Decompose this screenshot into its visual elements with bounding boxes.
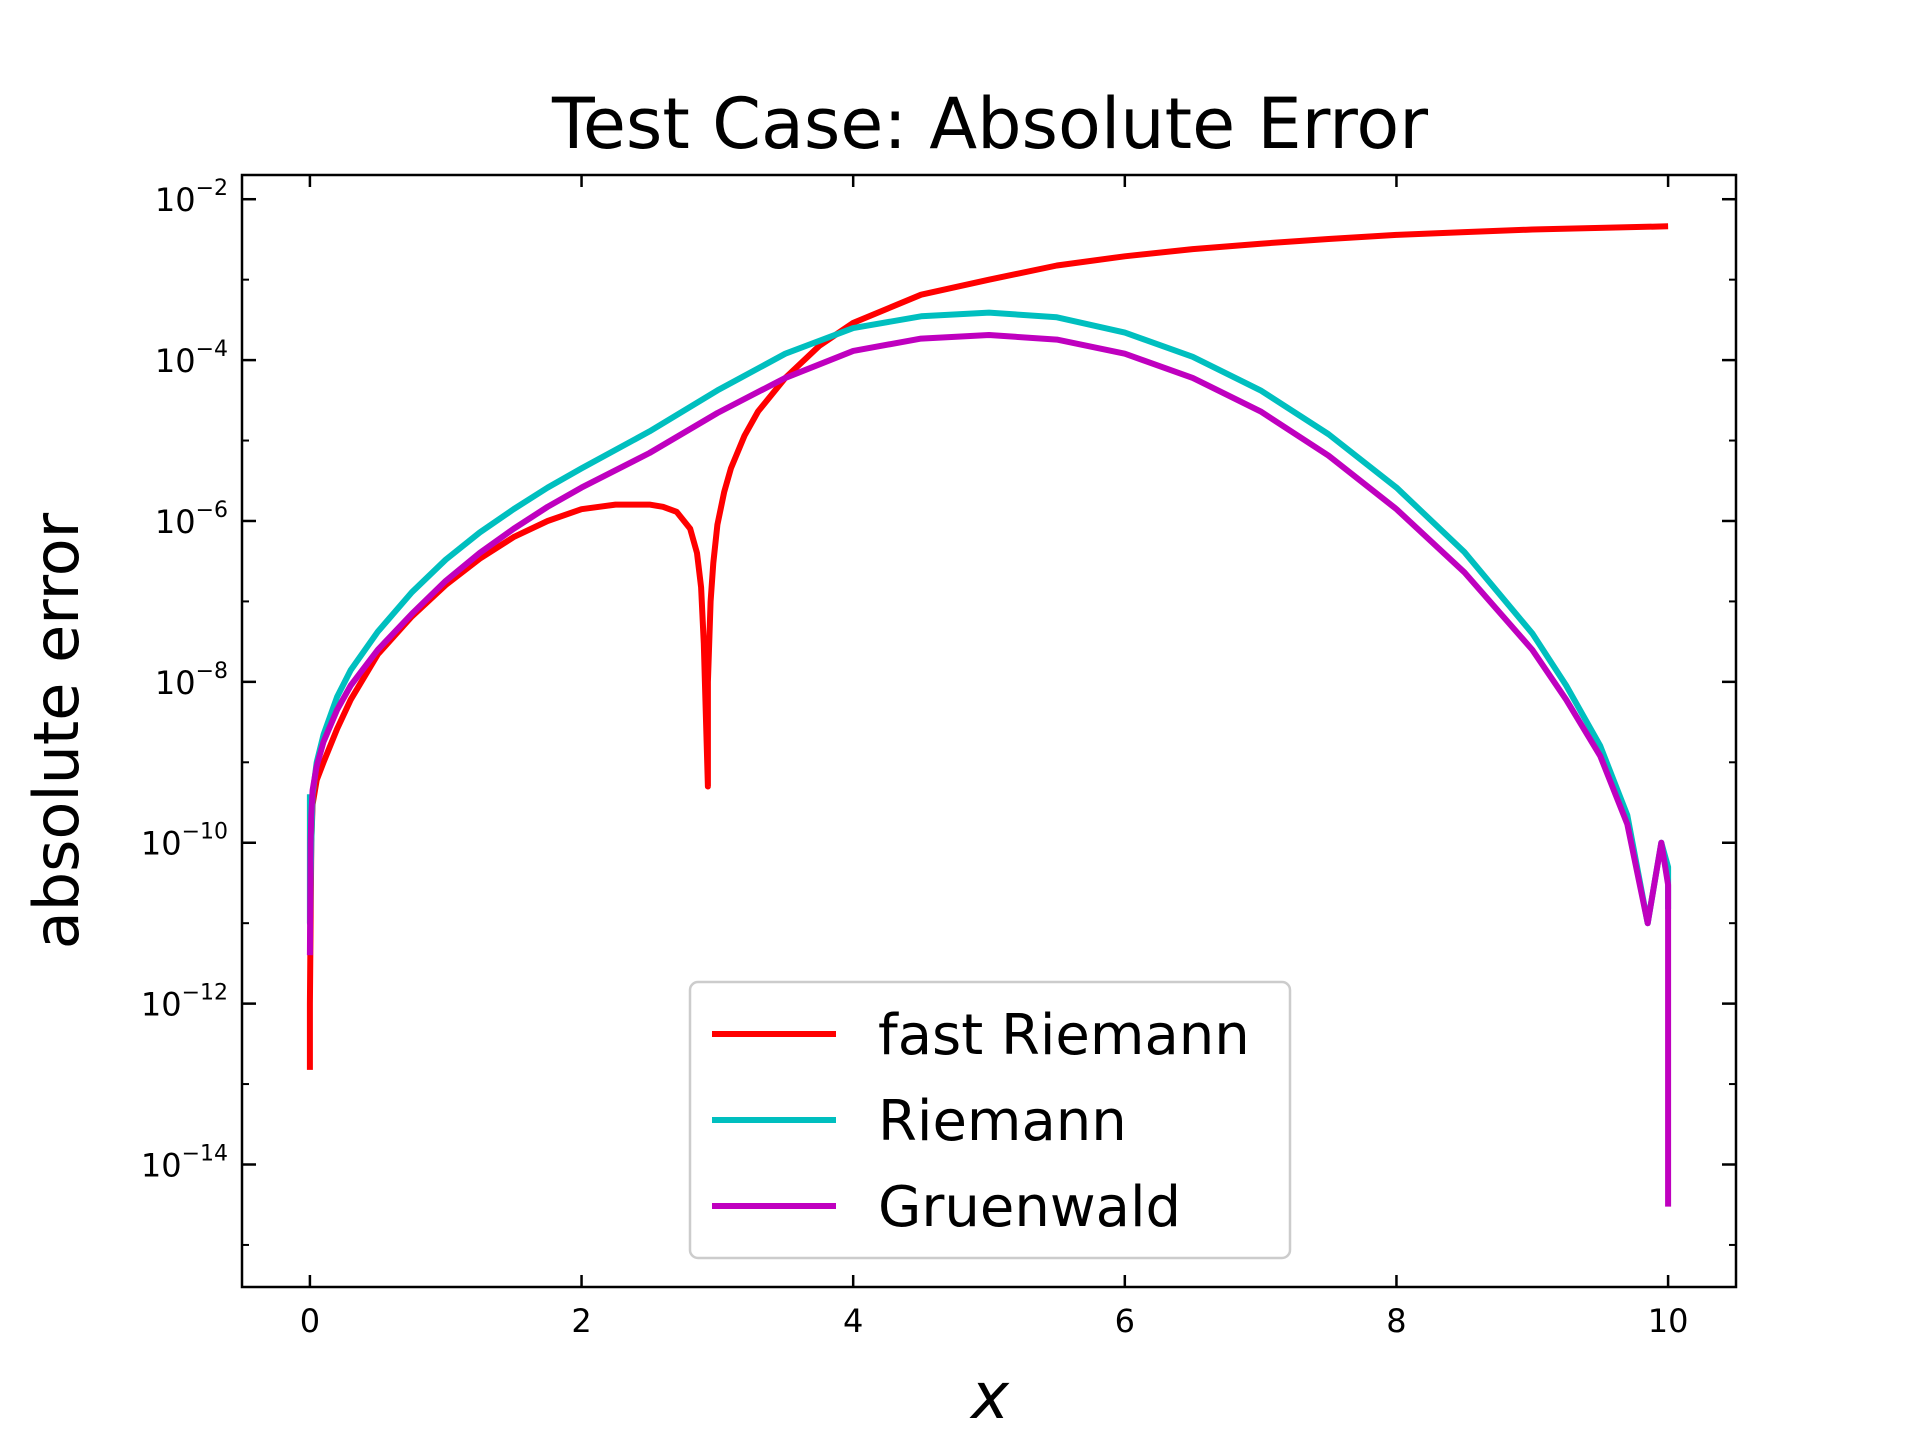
- legend-box: [688, 980, 1292, 1260]
- legend-label-2: Gruenwald: [878, 1175, 1181, 1240]
- x-tick-label-5: 10: [1648, 1302, 1689, 1340]
- x-tick-label-4: 8: [1386, 1302, 1406, 1340]
- series-line-riemann: [306, 309, 1672, 927]
- x-axis: 0 2 4 6 8 10: [300, 175, 1689, 1340]
- legend-label-0: fast Riemann: [878, 1003, 1250, 1068]
- x-tick-label-1: 2: [571, 1302, 591, 1340]
- chart-title: Test Case: Absolute Error: [551, 83, 1428, 165]
- legend-label-1: Riemann: [878, 1089, 1127, 1154]
- x-tick-label-3: 6: [1115, 1302, 1135, 1340]
- x-tick-label-2: 4: [843, 1302, 863, 1340]
- series-layer: [306, 223, 1672, 1207]
- y-axis-label: absolute error: [20, 512, 93, 949]
- x-tick-label-0: 0: [300, 1302, 320, 1340]
- legend: fast Riemann Riemann Gruenwald: [688, 980, 1292, 1260]
- series-line-gruenwald: [306, 332, 1672, 1207]
- x-axis-label: x: [969, 1360, 1010, 1434]
- series-line-fast-riemann: [306, 223, 1669, 1070]
- plot-frame: [240, 173, 1738, 1289]
